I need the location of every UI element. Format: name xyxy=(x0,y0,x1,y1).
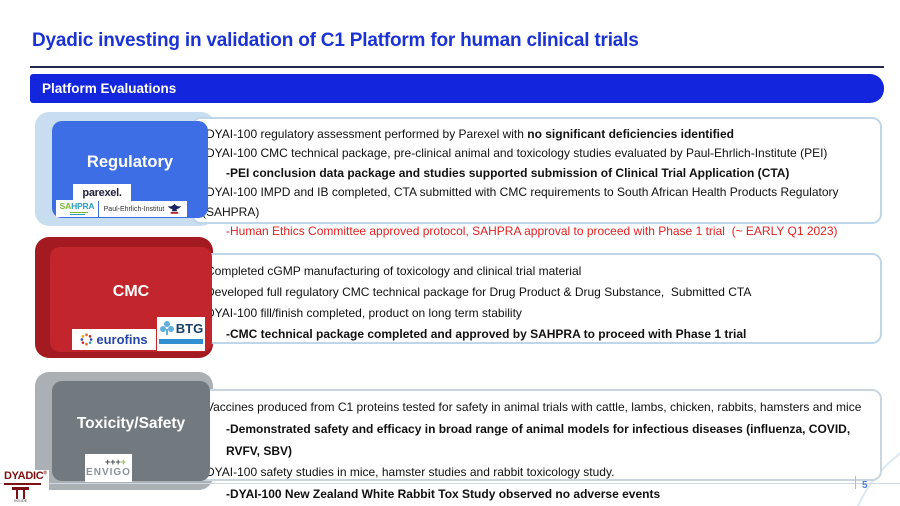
eagle-icon xyxy=(168,203,182,214)
btg-clover-icon xyxy=(159,321,174,335)
bullet-line: -Human Ethics Committee approved protoco… xyxy=(202,222,874,241)
regulatory-label: Regulatory xyxy=(86,153,174,171)
dyadic-logo-underline xyxy=(4,483,41,485)
title-divider xyxy=(30,66,884,68)
eurofins-dots-icon xyxy=(80,333,93,346)
paul-ehrlich-institut-logo: Paul-Ehrlich-Institut xyxy=(99,201,187,217)
bullet-line-segment: -PEI conclusion data package and studies… xyxy=(226,165,790,180)
bullet-line-segment: -Completed cGMP manufacturing of toxicol… xyxy=(202,264,582,278)
footer-divider xyxy=(0,483,900,484)
bullet-line: -DYAI-100 fill/finish completed, product… xyxy=(202,303,874,324)
bullet-line-segment: no significant deficiencies identified xyxy=(527,127,734,141)
bullet-line: -Developed full regulatory CMC technical… xyxy=(202,282,874,303)
bullet-line: -Completed cGMP manufacturing of toxicol… xyxy=(202,261,874,282)
platform-evaluations-banner: Platform Evaluations xyxy=(30,74,884,103)
bullet-line-segment: -CMC technical package completed and app… xyxy=(226,327,747,341)
bullet-line-segment: -Human Ethics Committee approved protoco… xyxy=(226,224,838,239)
dyadic-logo-subtext: INSIDE xyxy=(14,498,28,503)
cmc-label: CMC xyxy=(112,283,150,300)
bullet-line: -Vaccines produced from C1 proteins test… xyxy=(202,397,874,419)
page-number: 5 xyxy=(862,480,868,491)
envigo-logo-text: ENVIGO xyxy=(86,467,131,478)
bullet-line-segment: -Vaccines produced from C1 proteins test… xyxy=(202,400,862,414)
pei-logo-text: Paul-Ehrlich-Institut xyxy=(103,205,165,213)
toxicity-label: Toxicity/Safety xyxy=(76,415,186,432)
toxicity-text-panel: -Vaccines produced from C1 proteins test… xyxy=(191,389,882,501)
bullet-line: -DYAI-100 CMC technical package, pre-cli… xyxy=(202,144,874,163)
bullet-line-segment: -DYAI-100 IMPD and IB completed, CTA sub… xyxy=(202,185,842,219)
bullet-line: -Demonstrated safety and efficacy in bro… xyxy=(202,419,874,463)
sahpra-logo-text: SAHPRA xyxy=(59,201,95,212)
bullet-line: -DYAI-100 New Zealand White Rabbit Tox S… xyxy=(202,484,874,506)
bullet-line: -DYAI-100 safety studies in mice, hamste… xyxy=(202,462,874,484)
bullet-line-segment: -DYAI-100 safety studies in mice, hamste… xyxy=(202,465,615,480)
parexel-logo-text: parexel. xyxy=(82,186,122,199)
btg-logo: BTG xyxy=(157,317,205,351)
eurofins-logo: eurofins xyxy=(72,329,156,350)
dyadic-logo-text: DYADIC® xyxy=(4,470,47,482)
parexel-logo: parexel. xyxy=(73,184,131,201)
cmc-text-panel: -Completed cGMP manufacturing of toxicol… xyxy=(191,253,882,344)
dyadic-logo: DYADIC® INSIDE xyxy=(2,470,49,504)
bullet-line-segment: -DYAI-100 CMC technical package, pre-cli… xyxy=(202,146,828,161)
envigo-plus-marks: ++++ xyxy=(104,457,126,467)
eurofins-logo-text: eurofins xyxy=(96,332,148,347)
bullet-line-segment: -Demonstrated safety and efficacy in bro… xyxy=(226,421,854,458)
slide-title: Dyadic investing in validation of C1 Pla… xyxy=(32,30,639,51)
bullet-line-segment: -DYAI-100 fill/finish completed, product… xyxy=(202,306,522,320)
sahpra-logo: SAHPRA xyxy=(56,200,98,217)
bullet-line: -DYAI-100 IMPD and IB completed, CTA sub… xyxy=(202,183,874,222)
btg-logo-tagline-bar xyxy=(159,339,203,344)
regulatory-text-panel: -DYAI-100 regulatory assessment performe… xyxy=(191,117,882,238)
dyadic-tt-icon xyxy=(12,487,29,499)
page-number-tick xyxy=(855,476,856,489)
bullet-line: -CMC technical package completed and app… xyxy=(202,324,874,345)
btg-logo-text: BTG xyxy=(175,320,204,336)
bullet-line: -PEI conclusion data package and studies… xyxy=(202,164,874,183)
bullet-line-segment: -DYAI-100 regulatory assessment performe… xyxy=(202,127,528,141)
bullet-line-segment: -DYAI-100 New Zealand White Rabbit Tox S… xyxy=(226,487,661,502)
bullet-line-segment: -Developed full regulatory CMC technical… xyxy=(202,285,752,299)
bullet-line: -DYAI-100 regulatory assessment performe… xyxy=(202,125,874,144)
envigo-logo: ++++ ENVIGO xyxy=(85,454,132,482)
sahpra-logo-tagline-bars xyxy=(70,211,88,215)
